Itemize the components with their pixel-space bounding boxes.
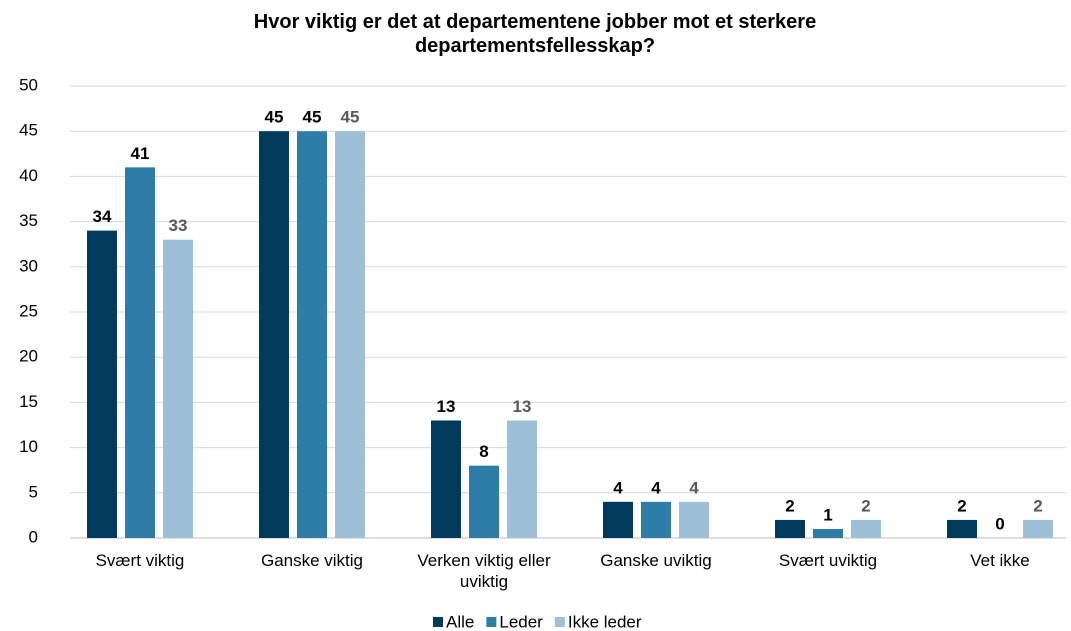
bar (851, 519, 881, 538)
bar (87, 230, 117, 538)
y-tick-label: 25 (19, 301, 38, 320)
bar (431, 420, 461, 538)
x-tick-label: Ganske viktig (260, 551, 364, 570)
y-tick-label: 0 (29, 527, 38, 546)
y-tick-label: 10 (19, 437, 38, 456)
bar (947, 519, 977, 538)
data-label: 4 (613, 478, 623, 497)
data-label: 2 (861, 496, 870, 515)
bar (1023, 519, 1053, 538)
data-label: 4 (651, 478, 661, 497)
data-label: 2 (785, 496, 794, 515)
y-tick-label: 50 (19, 75, 38, 94)
data-label: 34 (93, 207, 112, 226)
y-tick-label: 30 (19, 256, 38, 275)
y-tick-label: 35 (19, 211, 38, 230)
bar (775, 519, 805, 538)
x-tick-label: Ganske uviktig (600, 551, 712, 570)
data-label: 13 (513, 397, 532, 416)
y-tick-label: 20 (19, 347, 38, 366)
legend-swatch (433, 617, 443, 627)
x-tick-label: Vet ikke (970, 551, 1030, 570)
data-label: 33 (169, 216, 188, 235)
bar (125, 167, 155, 539)
data-label: 4 (689, 478, 699, 497)
bar (603, 501, 633, 538)
data-label: 45 (303, 108, 322, 127)
x-tick-label: Verken viktig eller uviktig (417, 551, 551, 591)
legend-label: Alle (446, 612, 474, 631)
y-tick-label: 5 (29, 482, 38, 501)
bar (163, 239, 193, 538)
bar (813, 528, 843, 538)
bar (641, 501, 671, 538)
x-tick-label: Svært uviktig (778, 551, 878, 570)
data-label: 45 (265, 108, 284, 127)
data-label: 2 (957, 496, 966, 515)
data-label: 41 (131, 144, 150, 163)
x-tick-label: Svært viktig (95, 551, 185, 570)
data-label: 2 (1033, 496, 1042, 515)
data-label: 13 (437, 397, 456, 416)
data-label: 45 (341, 108, 360, 127)
y-tick-label: 45 (19, 121, 38, 140)
legend-swatch (554, 617, 565, 627)
legend-swatch (486, 617, 497, 627)
bar (335, 131, 365, 538)
data-label: 0 (995, 514, 1004, 533)
bar (469, 465, 499, 538)
bar (679, 501, 709, 538)
legend-label: Ikke leder (568, 612, 642, 631)
legend-label: Leder (499, 612, 543, 631)
data-label: 1 (823, 505, 832, 524)
bar (297, 131, 327, 538)
chart-title: Hvor viktig er det at departementene job… (253, 11, 817, 57)
bar (259, 131, 289, 538)
y-tick-label: 15 (19, 392, 38, 411)
y-tick-label: 40 (19, 166, 38, 185)
bar (507, 420, 537, 538)
data-label: 8 (479, 442, 488, 461)
